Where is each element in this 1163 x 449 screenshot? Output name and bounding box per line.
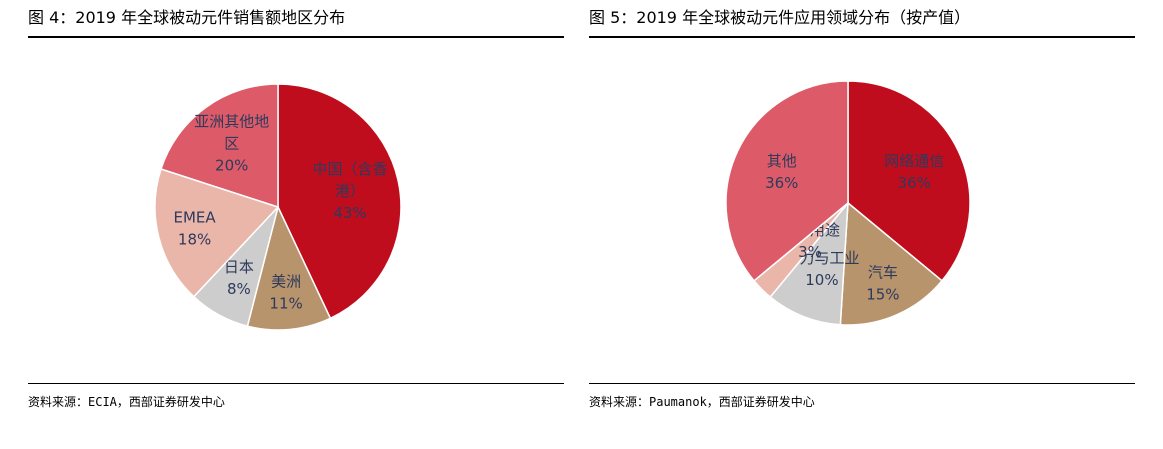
slice-category-label: 日本: [224, 258, 254, 276]
slice-category-label: 港）: [335, 182, 365, 200]
pie-slice: [847, 80, 971, 282]
slice-category-label: 其他: [767, 152, 797, 170]
slice-value-label: 36%: [765, 174, 798, 192]
pie-slice: [769, 200, 849, 326]
slice-category-label: 亚洲其他地: [194, 112, 269, 130]
slice-category-label: 汽车: [868, 264, 898, 282]
pie-slice: [160, 83, 279, 209]
pie-slice: [246, 204, 332, 331]
figure-4-title: 图 4：2019 年全球被动元件销售额地区分布: [28, 8, 346, 27]
slice-category-label: 中国（含香: [313, 160, 388, 178]
figure-4-panel: 图 4：2019 年全球被动元件销售额地区分布 中国（含香港） 43% 美洲 11% 日…: [28, 0, 564, 449]
slice-category-label: 区: [224, 134, 239, 152]
slice-value-label: 18%: [178, 230, 211, 248]
pie-slice: [839, 201, 944, 326]
figure-5-panel: 图 5：2019 年全球被动元件应用领域分布（按产值） 网络通信 36% 汽车 15%…: [589, 0, 1135, 449]
slice-category-label: EMEA: [174, 208, 217, 226]
figure-5-source: 资料来源：Paumanok，西部证券研发中心: [589, 395, 815, 409]
figure-4-top-rule: [28, 36, 564, 38]
slice-value-label: 3%: [798, 243, 822, 261]
figure-5-top-rule: [589, 36, 1135, 38]
slice-value-label: 11%: [269, 295, 302, 313]
slice-value-label: 20%: [215, 156, 248, 174]
slice-value-label: 15%: [866, 286, 899, 304]
slice-value-label: 36%: [898, 174, 931, 192]
pie-slice: [277, 83, 402, 320]
slice-value-label: 8%: [227, 280, 251, 298]
figure-5-bottom-rule: [589, 383, 1135, 384]
slice-category-label: 网络通信: [884, 152, 944, 170]
figure-5-title: 图 5：2019 年全球被动元件应用领域分布（按产值）: [589, 8, 971, 27]
slice-value-label: 43%: [333, 204, 366, 222]
pie-slice: [154, 168, 280, 298]
pie-slice: [725, 80, 849, 282]
figure-4-bottom-rule: [28, 383, 564, 384]
slice-value-label: 10%: [805, 271, 838, 289]
slice-category-label: 美洲: [271, 273, 301, 291]
figure-4-source: 资料来源：ECIA，西部证券研发中心: [28, 395, 225, 409]
